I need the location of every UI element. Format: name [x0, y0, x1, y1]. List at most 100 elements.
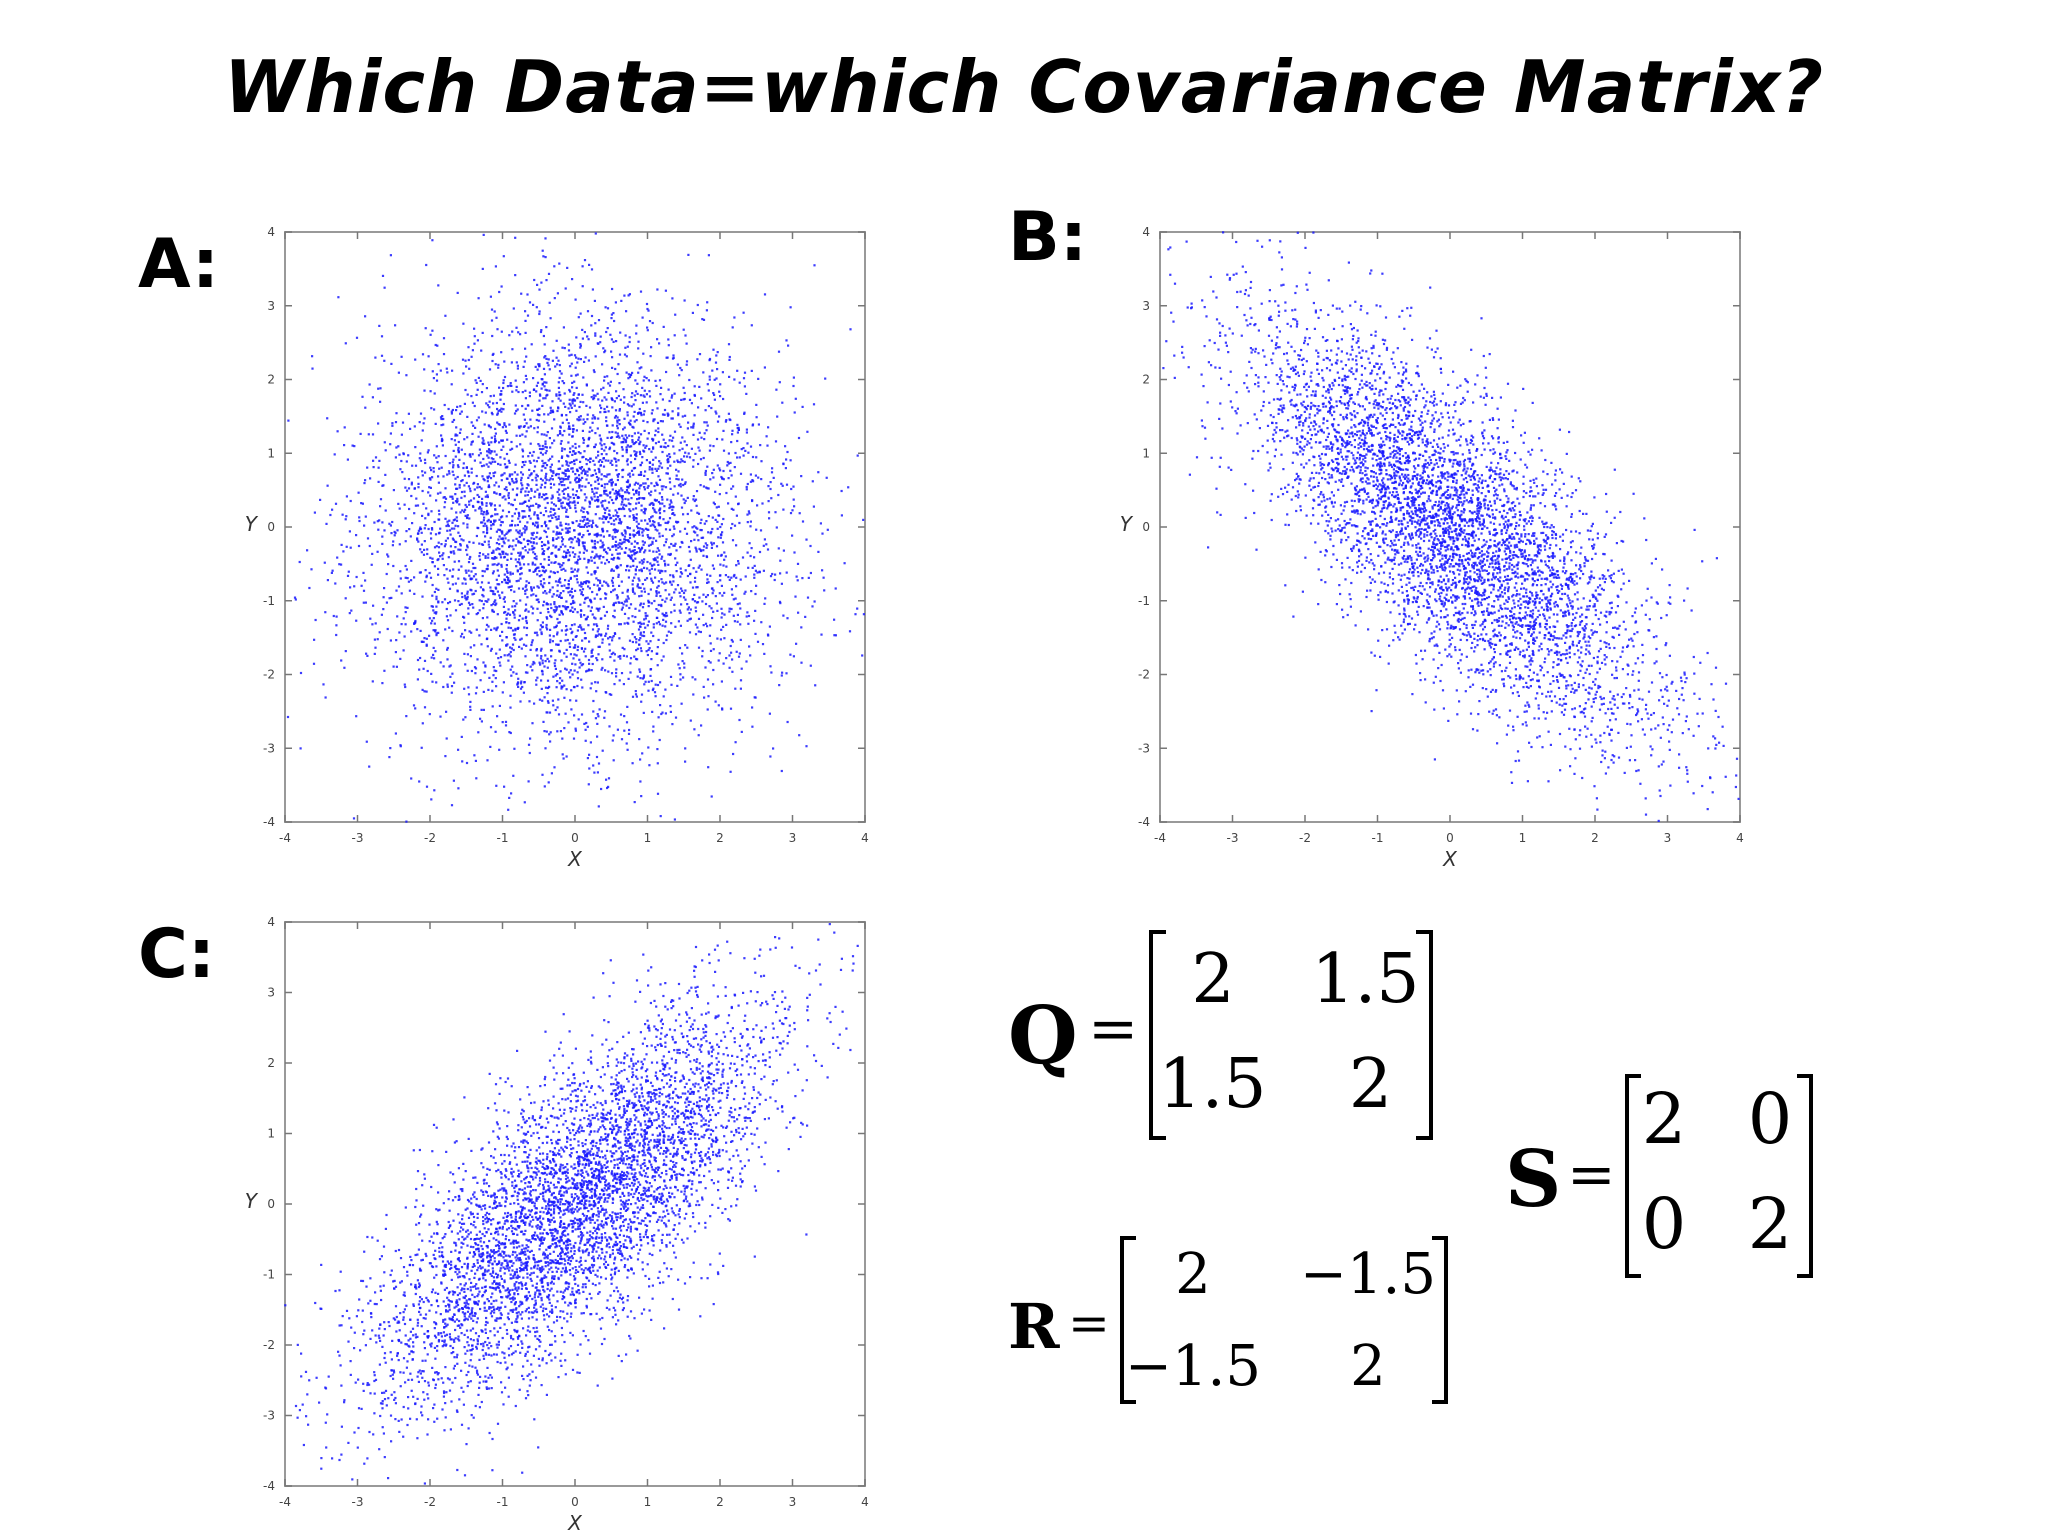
scatter-point [563, 652, 566, 655]
scatter-point [517, 539, 520, 543]
scatter-point [495, 548, 498, 551]
scatter-point [662, 641, 665, 645]
scatter-point [521, 510, 524, 513]
scatter-point [383, 359, 386, 362]
scatter-point [561, 380, 564, 383]
scatter-point [548, 581, 551, 585]
scatter-point [431, 528, 434, 531]
scatter-point [491, 334, 494, 338]
scatter-point [444, 628, 447, 631]
scatter-point [510, 589, 513, 592]
scatter-point [825, 476, 828, 479]
scatter-point [648, 390, 651, 393]
scatter-point [427, 513, 430, 517]
scatter-point [559, 442, 562, 445]
scatter-point [460, 410, 463, 413]
scatter-point [428, 713, 431, 716]
scatter-point [643, 395, 646, 398]
scatter-point [596, 555, 599, 558]
scatter-point [563, 684, 566, 687]
scatter-point [374, 456, 378, 459]
scatter-point [574, 510, 578, 513]
scatter-point [605, 610, 608, 614]
scatter-point [497, 423, 500, 426]
scatter-point [491, 359, 494, 363]
scatter-point [533, 511, 536, 514]
scatter-point [545, 446, 548, 449]
scatter-point [574, 504, 577, 507]
scatter-point [634, 517, 637, 520]
scatter-point [632, 442, 635, 446]
scatter-point [422, 553, 426, 556]
scatter-point [392, 540, 395, 543]
scatter-point [547, 542, 550, 545]
scatter-point [710, 587, 714, 590]
scatter-point [435, 379, 439, 382]
scatter-point [504, 552, 507, 555]
scatter-point [593, 445, 596, 448]
scatter-point [716, 581, 719, 584]
scatter-point [657, 584, 660, 588]
scatter-point [668, 481, 672, 484]
scatter-point [687, 452, 690, 455]
scatter-point [391, 544, 394, 547]
scatter-point [442, 337, 446, 340]
scatter-point [565, 555, 568, 558]
scatter-point [686, 574, 689, 578]
scatter-point [520, 532, 523, 535]
scatter-point [567, 349, 571, 352]
scatter-point [557, 467, 560, 470]
scatter-point [597, 467, 600, 470]
scatter-point [542, 600, 546, 603]
scatter-point [597, 628, 600, 631]
scatter-point [617, 363, 620, 366]
scatter-point [553, 662, 556, 665]
scatter-point [658, 517, 661, 520]
scatter-point [665, 581, 668, 584]
scatter-point [467, 686, 470, 689]
scatter-point [427, 527, 430, 531]
scatter-point [620, 532, 623, 535]
scatter-point [603, 375, 606, 378]
scatter-point [538, 575, 541, 578]
scatter-point [722, 397, 725, 401]
scatter-point [608, 431, 611, 434]
scatter-point [660, 386, 663, 389]
scatter-point [769, 665, 772, 668]
scatter-point [493, 310, 496, 313]
scatter-point [551, 699, 554, 702]
scatter-point [637, 436, 641, 439]
scatter-point [614, 489, 618, 493]
scatter-point [498, 518, 501, 521]
scatter-point [597, 500, 600, 503]
y-tick-label: 2 [267, 373, 275, 387]
scatter-point [583, 360, 586, 363]
scatter-point [663, 544, 666, 547]
scatter-point [621, 500, 624, 504]
scatter-point [614, 414, 618, 418]
scatter-point [617, 575, 620, 578]
scatter-point [544, 686, 548, 689]
scatter-point [689, 573, 692, 576]
scatter-point [364, 579, 367, 582]
scatter-point [656, 529, 659, 532]
scatter-point [564, 405, 567, 408]
scatter-point [669, 552, 672, 556]
scatter-point [705, 429, 708, 432]
scatter-point [543, 486, 547, 489]
scatter-point [552, 537, 555, 540]
scatter-point [434, 650, 437, 653]
scatter-point [414, 464, 418, 467]
scatter-point [553, 439, 556, 442]
scatter-point [549, 614, 552, 617]
scatter-point [661, 612, 664, 615]
scatter-point [793, 411, 796, 414]
scatter-point [471, 603, 474, 606]
scatter-point [552, 593, 555, 596]
scatter-point [712, 589, 715, 592]
scatter-point [483, 479, 486, 482]
scatter-point [513, 590, 516, 593]
scatter-point [728, 654, 731, 657]
scatter-point [623, 514, 626, 518]
scatter-point [503, 495, 506, 498]
